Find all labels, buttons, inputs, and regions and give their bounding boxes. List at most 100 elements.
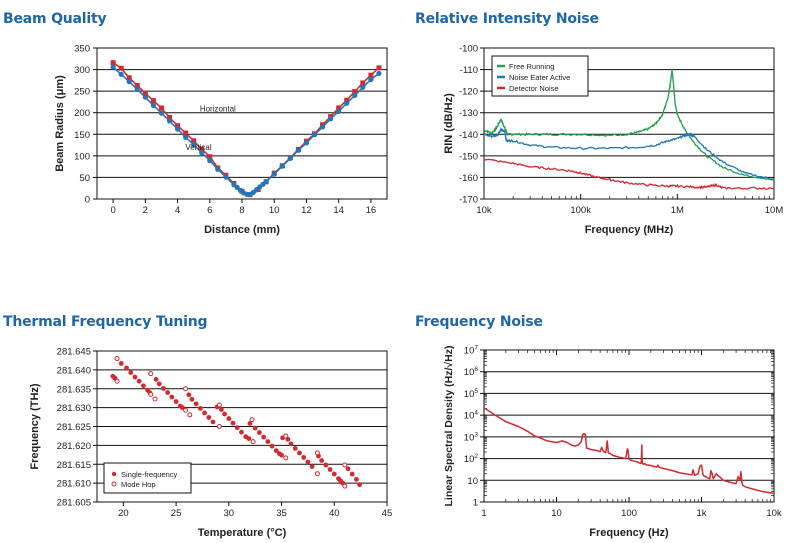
- data-point-single-frequency: [169, 394, 175, 400]
- annotation-vertical: Vertical: [185, 143, 211, 152]
- y-tick-label: 281.610: [57, 479, 91, 490]
- y-tick-label: 100: [74, 151, 90, 162]
- data-point-vertical: [207, 158, 213, 164]
- beam-quality-title: Beam Quality: [3, 11, 107, 27]
- data-point-vertical: [328, 116, 334, 122]
- data-point-horizontal: [167, 114, 172, 120]
- data-point-vertical: [360, 84, 366, 90]
- data-point-vertical: [368, 76, 374, 83]
- x-tick-label: 25: [171, 508, 182, 519]
- data-point-vertical: [352, 92, 358, 99]
- data-point-single-frequency: [305, 459, 311, 465]
- data-point-single-frequency: [309, 464, 315, 469]
- data-point-single-frequency: [230, 420, 236, 426]
- y-tick-label: 50: [79, 173, 90, 184]
- y-tick-label: 350: [74, 44, 90, 55]
- data-point-single-frequency: [156, 381, 162, 387]
- data-point-mode-hop: [342, 483, 348, 489]
- rin-title: Relative Intensity Noise: [415, 11, 599, 27]
- data-point-single-frequency: [128, 370, 134, 375]
- data-point-vertical: [271, 171, 277, 177]
- y-tick-label: 281.620: [57, 441, 91, 452]
- data-point-vertical: [150, 102, 156, 108]
- series-line-noise-eater-active: [484, 127, 775, 181]
- data-point-single-frequency: [186, 392, 192, 398]
- data-point-single-frequency: [252, 425, 258, 431]
- data-point-mode-hop: [342, 462, 348, 468]
- x-tick-label: 4: [175, 205, 180, 216]
- data-point-mode-hop: [183, 386, 189, 392]
- data-point-vertical: [166, 118, 173, 124]
- x-tick-label: 16: [366, 205, 377, 216]
- data-point-single-frequency: [345, 466, 351, 472]
- data-point-mode-hop: [314, 450, 320, 456]
- x-tick-label: 100k: [570, 205, 591, 216]
- data-point-horizontal: [207, 154, 213, 160]
- y-tick-label: -170: [459, 195, 478, 206]
- data-point-vertical: [344, 100, 350, 106]
- data-point-single-frequency: [301, 455, 307, 460]
- data-point-horizontal: [118, 65, 124, 71]
- data-point-horizontal: [126, 75, 132, 81]
- y-tick-label: 103: [464, 431, 479, 443]
- data-point-single-frequency: [189, 396, 195, 402]
- data-point-single-frequency: [331, 471, 337, 477]
- data-point-single-frequency: [292, 445, 298, 451]
- x-tick-label: 1: [481, 508, 486, 519]
- data-point-mode-hop: [148, 371, 154, 377]
- data-point-mode-hop: [283, 455, 289, 461]
- x-axis-label: Temperature (°C): [198, 527, 287, 539]
- data-point-vertical: [263, 179, 269, 185]
- data-point-mode-hop: [114, 378, 120, 384]
- data-point-single-frequency: [197, 405, 203, 411]
- data-point-mode-hop: [250, 439, 256, 445]
- data-point-mode-hop: [216, 402, 222, 408]
- y-tick-label: -140: [459, 130, 478, 141]
- x-axis-label: Distance (mm): [204, 224, 280, 236]
- data-point-single-frequency: [141, 383, 146, 389]
- plot-frame: [96, 47, 388, 200]
- data-point-single-frequency: [247, 421, 253, 426]
- y-axis-label: RIN (dB/Hz): [443, 93, 455, 154]
- x-tick-label: 10: [269, 205, 280, 216]
- data-point-horizontal: [352, 89, 358, 95]
- x-tick-label: 1M: [671, 205, 684, 216]
- data-point-single-frequency: [193, 401, 199, 407]
- data-point-single-frequency: [261, 434, 267, 440]
- series-line-frequency-noise: [483, 407, 775, 495]
- thermal-tuning-title: Thermal Frequency Tuning: [3, 314, 208, 330]
- y-tick-label: 104: [464, 410, 479, 422]
- data-point-vertical: [199, 150, 205, 156]
- data-point-mode-hop: [249, 417, 255, 423]
- y-tick-label: 105: [464, 388, 479, 400]
- data-point-vertical: [174, 126, 181, 132]
- data-point-horizontal: [110, 60, 116, 66]
- y-tick-label: -100: [459, 44, 478, 55]
- data-point-single-frequency: [269, 443, 275, 449]
- data-point-single-frequency: [265, 439, 271, 444]
- data-point-single-frequency: [136, 378, 142, 384]
- y-tick-label: -110: [460, 65, 478, 76]
- y-tick-label: 281.635: [57, 384, 91, 395]
- y-tick-label: 281.605: [57, 498, 91, 509]
- data-point-horizontal: [376, 65, 382, 71]
- data-point-horizontal: [142, 90, 148, 96]
- data-point-single-frequency: [165, 390, 171, 395]
- y-tick-label: 281.640: [57, 365, 91, 376]
- data-point-single-frequency: [319, 458, 325, 463]
- y-tick-label: 250: [74, 87, 90, 98]
- data-point-vertical: [376, 70, 382, 77]
- frequency-noise-title: Frequency Noise: [415, 314, 543, 330]
- x-tick-label: 35: [276, 508, 287, 519]
- data-point-horizontal: [150, 98, 156, 104]
- x-tick-label: 8: [239, 205, 244, 216]
- data-point-single-frequency: [327, 467, 333, 472]
- rin-chart: -170 -160 -150 -140 -130 -120 -110 -100 10k 100k 1…: [443, 44, 783, 237]
- data-point-horizontal: [360, 80, 366, 86]
- data-point-vertical: [134, 86, 140, 93]
- data-point-single-frequency: [234, 425, 240, 431]
- data-point-vertical: [287, 155, 293, 162]
- data-point-single-frequency: [153, 376, 159, 382]
- legend-box: [103, 462, 192, 494]
